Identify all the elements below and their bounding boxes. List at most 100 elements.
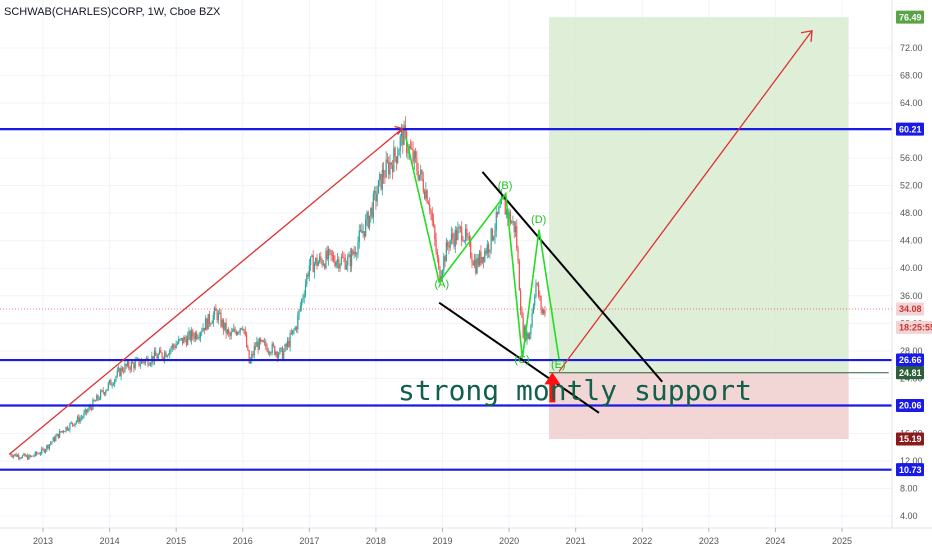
candle-body [30, 455, 33, 457]
candle-body [240, 328, 243, 330]
candle-body [107, 383, 109, 389]
candle-body [82, 417, 84, 418]
candle-body [275, 352, 277, 355]
candle-body [51, 441, 53, 443]
candle-body [514, 226, 517, 233]
candle-body [237, 332, 239, 335]
candle-body [531, 312, 533, 326]
candle-body [183, 337, 185, 344]
candle-body [180, 337, 182, 340]
candle-body [331, 255, 333, 256]
candle-body [234, 328, 236, 332]
candle-body [155, 351, 157, 356]
candle-body [516, 226, 518, 249]
candle-body [198, 337, 200, 339]
candle-body [368, 215, 371, 228]
candle-body [260, 338, 262, 342]
candle-body [366, 212, 368, 220]
candle-body [471, 257, 473, 263]
x-tick-label: 2014 [100, 536, 120, 546]
y-tick-label: 40.00 [900, 263, 923, 273]
candle-body [298, 309, 300, 316]
candle-body [484, 250, 486, 262]
support-levels[interactable] [0, 128, 892, 471]
buy-arrow-icon [544, 372, 561, 403]
candle-body [315, 257, 317, 264]
y-tick-label: 8.00 [900, 483, 918, 493]
candle-body [440, 275, 442, 280]
candle-body [100, 391, 102, 399]
candle-body [164, 352, 166, 360]
price-tag-label: 10.73 [899, 465, 922, 475]
candle-body [228, 329, 230, 333]
candle-body [526, 332, 528, 341]
candle-body [521, 310, 523, 318]
candle-body [199, 332, 202, 338]
wave-label-3: (D) [531, 214, 546, 226]
candle-body [325, 250, 327, 269]
profit-zone [549, 17, 849, 373]
candle-body [91, 407, 93, 410]
candle-body [327, 249, 330, 260]
y-tick-label: 36.00 [900, 291, 923, 301]
candle-body [376, 193, 378, 202]
candle-body [415, 151, 417, 159]
candle-body [494, 230, 496, 237]
candle-body [372, 193, 374, 218]
candle-body [541, 309, 543, 314]
candle-body [544, 309, 546, 316]
channel-upper-line [481, 171, 663, 383]
candle-body [317, 261, 319, 266]
candle-body [475, 259, 477, 274]
candle-body [429, 204, 431, 211]
candle-body [117, 368, 120, 371]
candle-body [336, 259, 339, 262]
candle-body [112, 384, 115, 386]
y-tick-label: 56.00 [900, 153, 923, 163]
candle-body [272, 343, 275, 347]
candle-body [188, 331, 190, 336]
axes[interactable] [0, 0, 932, 529]
candle-body [74, 423, 76, 426]
candle-body [379, 174, 381, 181]
candle-body [9, 454, 11, 455]
candle-body [435, 239, 437, 253]
candle-body [62, 430, 65, 432]
candle-body [125, 364, 127, 366]
y-tick-label: 68.00 [900, 71, 923, 81]
candle-body [68, 429, 70, 431]
candle-body [139, 363, 141, 366]
candle-body [399, 136, 401, 151]
candle-body [66, 426, 68, 430]
candle-body [486, 244, 488, 254]
candle-body [394, 147, 396, 157]
candle-body [461, 227, 463, 241]
candle-body [156, 355, 158, 359]
candle-body [194, 332, 196, 340]
candle-body [105, 391, 107, 395]
candle-body [411, 148, 413, 150]
candle-body [167, 354, 170, 356]
candle-body [534, 296, 536, 306]
candle-body [46, 445, 48, 450]
candle-body [397, 155, 399, 163]
candle-body [276, 352, 278, 358]
candle-body [425, 190, 427, 199]
candle-body [348, 254, 350, 257]
candle-body [293, 329, 295, 331]
candle-body [390, 162, 392, 166]
candle-body [133, 363, 135, 369]
candle-body [330, 250, 332, 256]
candle-body [393, 147, 395, 172]
candle-body [212, 314, 214, 324]
candle-body [352, 250, 354, 255]
candle-body [28, 455, 30, 460]
candle-body [487, 244, 490, 253]
candle-body [208, 314, 211, 324]
candle-body [281, 347, 284, 360]
drawings[interactable] [9, 30, 813, 455]
candle-body [79, 418, 81, 423]
candle-body [116, 370, 118, 377]
price-tag-label: 24.81 [899, 368, 922, 378]
